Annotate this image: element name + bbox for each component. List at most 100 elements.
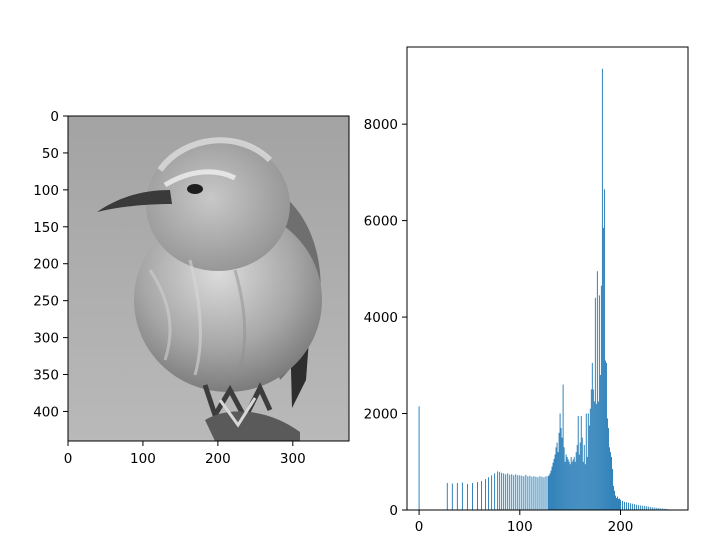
- histogram-x-tick-label: 100: [507, 519, 533, 535]
- image-y-tick-label: 150: [33, 220, 59, 236]
- histogram-bar: [590, 389, 592, 510]
- histogram-bar: [658, 508, 660, 510]
- histogram-bar: [418, 406, 420, 510]
- histogram-bar: [557, 452, 559, 510]
- histogram-bar: [618, 498, 619, 510]
- histogram-y-tick-label: 2000: [364, 407, 398, 423]
- histogram-bar: [614, 490, 615, 510]
- histogram-bar: [505, 474, 507, 510]
- histogram-bar: [558, 432, 560, 510]
- histogram-bar: [509, 474, 511, 510]
- histogram-bar: [555, 447, 557, 510]
- histogram-bar: [566, 456, 568, 510]
- histogram-bar: [604, 360, 606, 510]
- histogram-bar: [521, 475, 523, 510]
- image-y-tick-label: 100: [33, 183, 59, 199]
- histogram-bar: [586, 456, 588, 510]
- histogram-panel: 0 100 200 0 2000 4000 6000 8000: [364, 46, 689, 535]
- histogram-bar: [550, 470, 552, 510]
- histogram-bar: [595, 403, 597, 510]
- histogram-bar: [560, 428, 562, 510]
- histogram-bar: [636, 504, 638, 510]
- histogram-bar: [564, 461, 566, 510]
- histogram-bar: [616, 497, 617, 510]
- histogram-bar: [628, 502, 630, 510]
- histogram-bar: [549, 473, 551, 510]
- histogram-y-tick-label: 8000: [364, 117, 398, 133]
- histogram-bar: [543, 477, 545, 510]
- histogram-bar: [617, 496, 618, 510]
- histogram-bar: [481, 481, 482, 510]
- histogram-bar: [582, 461, 584, 510]
- histogram-bar: [565, 454, 567, 510]
- histogram-bar: [593, 401, 595, 510]
- histogram-bar: [537, 477, 539, 510]
- histogram-bar: [531, 476, 533, 510]
- histogram-bar: [551, 466, 553, 510]
- histogram-bar: [638, 505, 640, 510]
- histogram-bar: [499, 471, 501, 510]
- histogram-y-tick-label: 0: [389, 503, 398, 519]
- histogram-bar: [574, 461, 576, 510]
- image-y-tick-label: 350: [33, 368, 59, 384]
- histogram-bar: [548, 475, 550, 510]
- histogram-bar: [466, 483, 468, 510]
- histogram-bar: [517, 475, 519, 510]
- histogram-bar: [533, 476, 535, 510]
- histogram-bar: [632, 503, 634, 510]
- histogram-bar: [503, 473, 505, 510]
- histogram-bar: [606, 418, 608, 510]
- histogram-bar: [583, 444, 585, 510]
- histogram-bar: [600, 285, 602, 510]
- histogram-bar: [563, 447, 565, 510]
- histogram-bar: [662, 508, 664, 510]
- histogram-bar: [515, 474, 517, 510]
- image-x-tick-label: 0: [64, 451, 73, 467]
- histogram-bar: [612, 469, 613, 510]
- histogram-bar: [603, 189, 605, 510]
- histogram-bar: [529, 475, 531, 510]
- histogram-bar: [547, 476, 549, 510]
- histogram-bar: [573, 456, 575, 510]
- histogram-bar: [624, 501, 626, 510]
- histogram-bar: [559, 413, 561, 510]
- bird-photo: [68, 116, 349, 441]
- histogram-bar: [569, 464, 571, 510]
- image-x-tick-label: 100: [130, 451, 156, 467]
- histogram-bar: [561, 437, 563, 510]
- histogram-bar: [656, 507, 658, 510]
- histogram-bar: [491, 475, 493, 510]
- histogram-bar: [539, 476, 541, 510]
- histogram-bar: [599, 374, 601, 510]
- image-y-tick-label: 50: [42, 146, 59, 162]
- histogram-bar: [545, 476, 547, 510]
- histogram-x-tick-label: 0: [415, 519, 424, 535]
- histogram-bar: [619, 498, 620, 510]
- histogram-bar: [581, 437, 583, 510]
- histogram-bar: [570, 456, 572, 510]
- histogram-bar: [588, 425, 590, 510]
- histogram-bar: [634, 504, 636, 510]
- histogram-bar: [589, 408, 591, 510]
- histogram-bar: [527, 476, 529, 510]
- image-x-tick-label: 300: [280, 451, 306, 467]
- image-panel: 0 100 200 300 0 50 100 150 200 250 300 350 400: [33, 109, 350, 467]
- histogram-bar: [501, 472, 503, 510]
- histogram-bar: [511, 474, 513, 510]
- histogram-bar: [472, 482, 473, 510]
- histogram-bar: [456, 482, 458, 510]
- histogram-bar: [650, 507, 652, 510]
- histogram-bar: [646, 506, 648, 510]
- histogram-bar: [567, 459, 569, 510]
- histogram-bar: [553, 458, 555, 510]
- histogram-bar: [541, 476, 543, 510]
- histogram-bar: [608, 447, 610, 510]
- image-x-tick-label: 200: [205, 451, 231, 467]
- histogram-bar: [578, 454, 580, 510]
- histogram-bar: [644, 505, 646, 510]
- histogram-bar: [626, 502, 628, 510]
- histogram-bars: [418, 68, 672, 510]
- histogram-bar: [648, 506, 650, 510]
- histogram-bar: [605, 362, 607, 510]
